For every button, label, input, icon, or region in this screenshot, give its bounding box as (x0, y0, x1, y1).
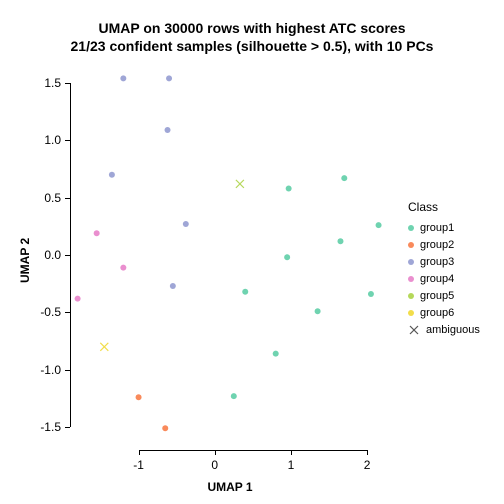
legend-label: group4 (420, 273, 454, 285)
point-circle (286, 185, 292, 191)
legend-label: group2 (420, 239, 454, 251)
point-circle (109, 172, 115, 178)
legend-item: ambiguous (408, 322, 480, 338)
chart-title: UMAP on 30000 rows with highest ATC scor… (0, 20, 504, 36)
x-axis-line (139, 450, 368, 451)
x-tick-label: -1 (133, 458, 144, 472)
points-layer (70, 60, 390, 450)
x-tick (291, 450, 292, 455)
point-circle (162, 425, 168, 431)
x-tick-label: 2 (364, 458, 371, 472)
y-tick (65, 255, 70, 256)
y-tick (65, 312, 70, 313)
point-x-marker (236, 180, 244, 188)
legend-swatch-circle (408, 242, 414, 248)
point-circle (231, 393, 237, 399)
point-circle (337, 238, 343, 244)
point-circle (273, 351, 279, 357)
y-tick (65, 427, 70, 428)
legend-label: group5 (420, 290, 454, 302)
legend-item: group6 (408, 305, 454, 321)
point-circle (120, 75, 126, 81)
legend-label: group1 (420, 222, 454, 234)
y-tick (65, 370, 70, 371)
legend-item: group2 (408, 237, 454, 253)
y-tick-label: 1.0 (44, 133, 61, 147)
legend-item: group1 (408, 220, 454, 236)
x-tick-label: 0 (211, 458, 218, 472)
legend-swatch-circle (408, 276, 414, 282)
x-tick (139, 450, 140, 455)
chart-subtitle: 21/23 confident samples (silhouette > 0.… (0, 38, 504, 54)
legend-swatch-circle (408, 310, 414, 316)
legend-label: ambiguous (426, 324, 480, 336)
point-circle (170, 283, 176, 289)
point-circle (284, 254, 290, 260)
legend-swatch-x (408, 324, 420, 336)
y-tick-label: -1.5 (40, 420, 61, 434)
point-circle (341, 175, 347, 181)
point-circle (165, 127, 171, 133)
y-axis-label: UMAP 2 (18, 238, 32, 283)
y-tick-label: 1.5 (44, 76, 61, 90)
y-tick-label: 0.5 (44, 191, 61, 205)
point-circle (242, 289, 248, 295)
x-tick (215, 450, 216, 455)
legend-label: group6 (420, 307, 454, 319)
point-circle (166, 75, 172, 81)
point-circle (94, 230, 100, 236)
point-circle (136, 394, 142, 400)
figure: UMAP on 30000 rows with highest ATC scor… (0, 0, 504, 504)
y-tick-label: -0.5 (40, 305, 61, 319)
point-circle (120, 265, 126, 271)
legend-item: group3 (408, 254, 454, 270)
x-tick (367, 450, 368, 455)
y-tick (65, 140, 70, 141)
legend-swatch-circle (408, 225, 414, 231)
y-axis-line (70, 83, 71, 427)
point-circle (315, 308, 321, 314)
x-tick-label: 1 (288, 458, 295, 472)
point-circle (183, 221, 189, 227)
y-tick-label: -1.0 (40, 363, 61, 377)
point-x-marker (100, 343, 108, 351)
legend-item: group4 (408, 271, 454, 287)
y-tick (65, 198, 70, 199)
legend-item: group5 (408, 288, 454, 304)
x-axis-label: UMAP 1 (207, 480, 252, 494)
legend-label: group3 (420, 256, 454, 268)
legend-swatch-circle (408, 259, 414, 265)
point-circle (376, 222, 382, 228)
legend-swatch-circle (408, 293, 414, 299)
plot-area (70, 60, 390, 450)
point-circle (75, 296, 81, 302)
point-circle (368, 291, 374, 297)
legend-title: Class (408, 200, 438, 214)
y-tick (65, 83, 70, 84)
y-tick-label: 0.0 (44, 248, 61, 262)
